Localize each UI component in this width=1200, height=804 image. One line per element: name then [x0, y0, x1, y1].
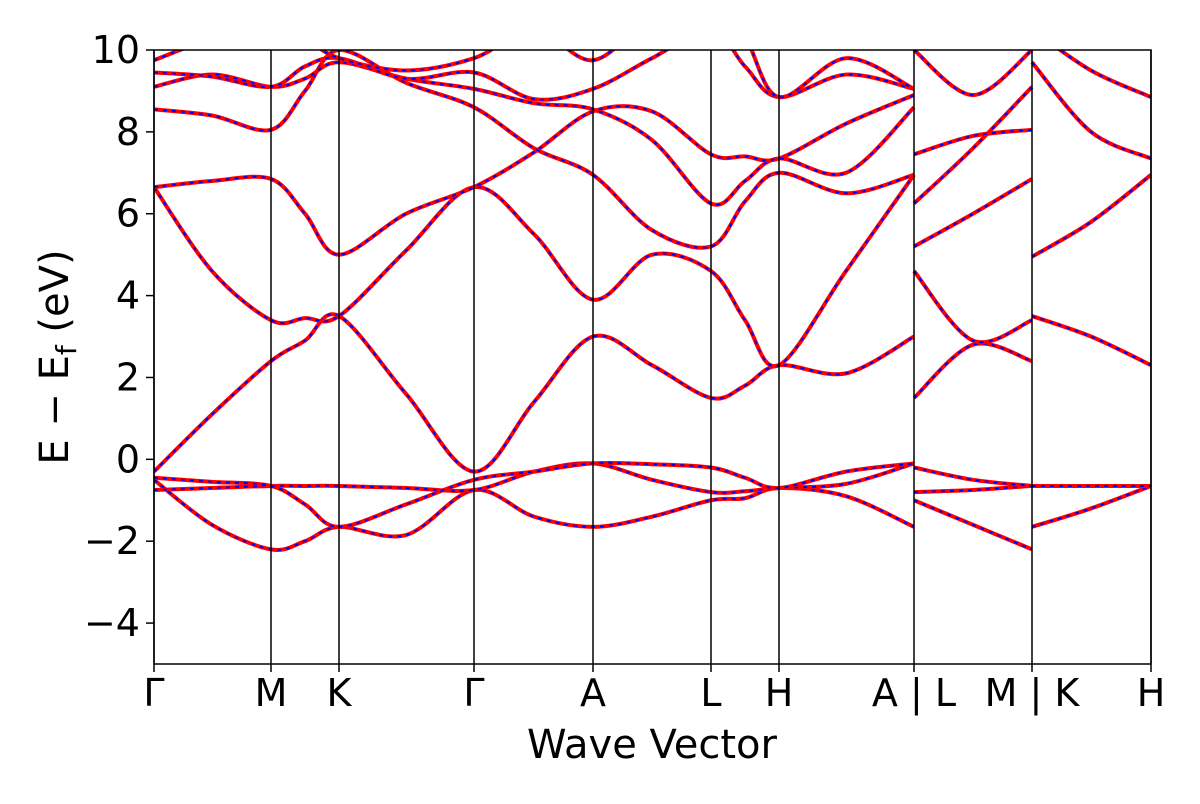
y-tick-label: 0	[116, 437, 140, 481]
band-line-dashed	[913, 128, 1033, 156]
y-tick-label: −4	[84, 601, 140, 645]
y-tick-label: −2	[84, 519, 140, 563]
bands	[154, 50, 1151, 552]
x-tick-label: L	[700, 671, 721, 715]
y-label-unit: (eV)	[32, 249, 78, 345]
band-line-dashed	[154, 50, 915, 249]
band-line	[912, 50, 1034, 98]
band-line-dashed	[913, 50, 1033, 97]
x-tick-label: Γ	[143, 671, 164, 715]
y-tick-label: 4	[116, 274, 140, 318]
band-line	[912, 85, 1034, 205]
band-line	[1031, 484, 1151, 529]
band-line	[154, 460, 915, 529]
y-tick-label: 6	[116, 192, 140, 236]
band-line	[154, 173, 916, 369]
band-line	[913, 483, 1033, 495]
band-line-dashed	[913, 499, 1033, 551]
band-line	[154, 461, 915, 495]
band-line-dashed	[1031, 61, 1151, 160]
band-line	[154, 478, 915, 552]
band-line	[154, 93, 915, 257]
y-label-main: E − E	[32, 355, 78, 465]
x-tick-label: H	[1137, 671, 1166, 715]
band-line-dashed	[913, 342, 1033, 399]
band-line-dashed	[154, 94, 915, 256]
band-line	[912, 341, 1033, 400]
band-line-dashed	[154, 313, 915, 473]
x-axis-label: Wave Vector	[527, 722, 778, 768]
band-line	[1030, 60, 1151, 161]
y-label-sub: f	[50, 344, 83, 355]
band-line-dashed	[154, 50, 915, 99]
band-line	[912, 269, 1033, 345]
y-tick-label: 8	[116, 110, 140, 154]
band-line	[154, 60, 916, 207]
band-line-dashed	[1031, 174, 1151, 258]
band-line-dashed	[154, 61, 915, 206]
x-tick-label: A	[580, 671, 606, 715]
y-tick-label: 2	[116, 355, 140, 399]
x-tick-label: K	[327, 671, 353, 715]
band-line	[1030, 173, 1151, 259]
x-tick-label: A | L	[872, 671, 956, 716]
band-line	[913, 465, 1033, 488]
band-line-dashed	[913, 86, 1033, 205]
band-line	[154, 312, 915, 474]
band-line	[1056, 50, 1151, 99]
x-tick-label: Γ	[463, 671, 484, 715]
x-tick-label: M | K	[985, 671, 1081, 716]
x-tick-label: H	[765, 671, 794, 715]
y-tick-label: 10	[92, 28, 140, 72]
band-line	[154, 50, 915, 100]
band-line-dashed	[913, 178, 1033, 248]
band-line-dashed	[913, 270, 1033, 344]
band-line-dashed	[154, 174, 915, 368]
x-tick-label: M	[255, 671, 288, 715]
y-axis-label: E − Ef (eV)	[32, 249, 83, 464]
band-line-dashed	[154, 50, 915, 101]
band-line	[1031, 314, 1151, 367]
